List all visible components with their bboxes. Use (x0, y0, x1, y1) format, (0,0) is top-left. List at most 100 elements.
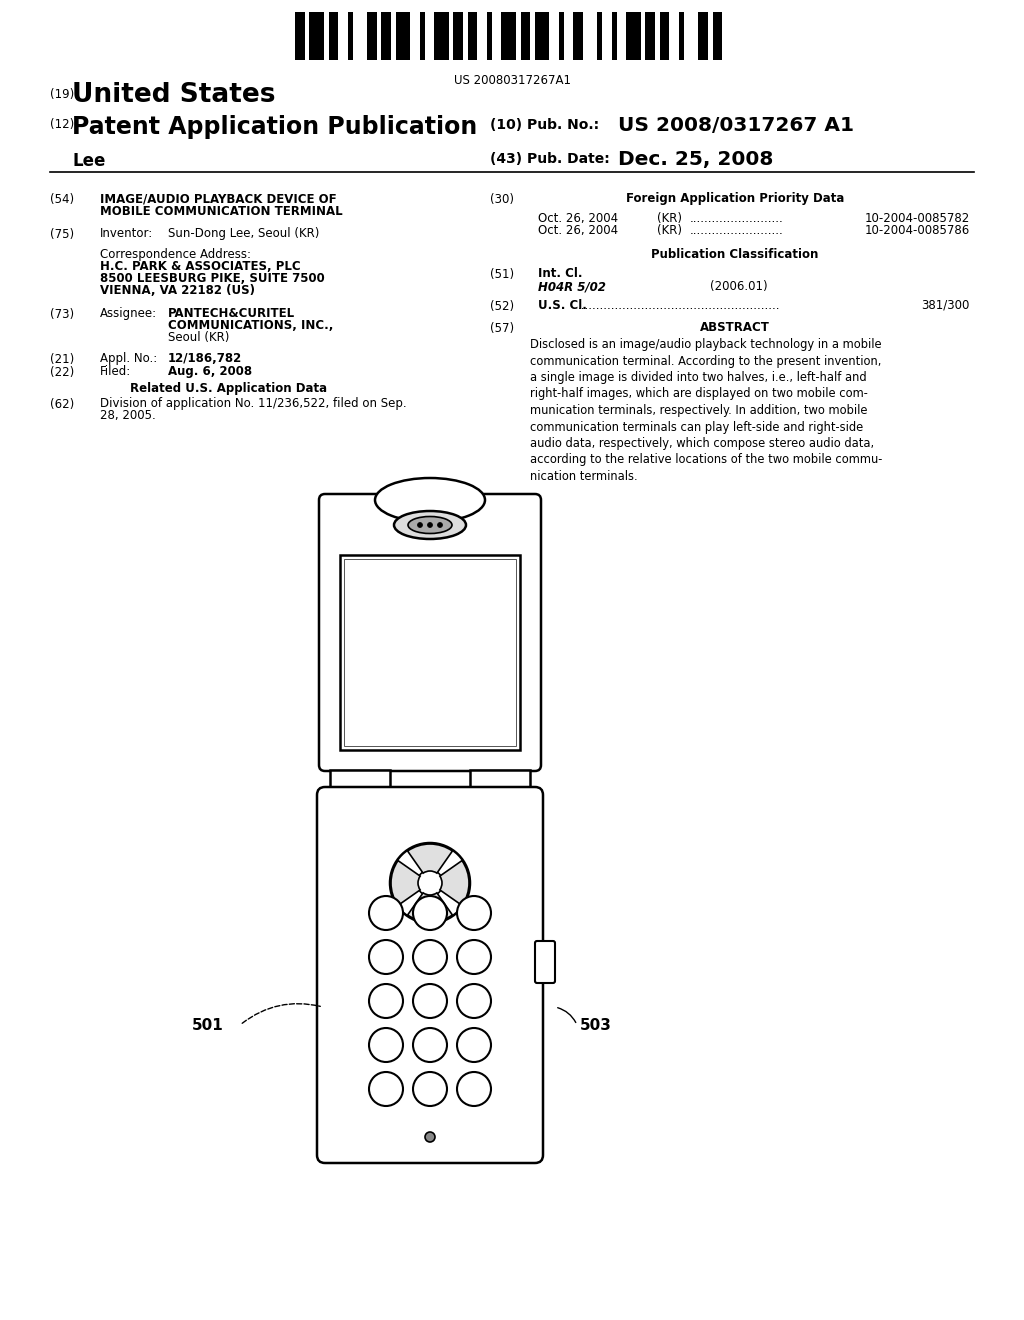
Text: (75): (75) (50, 228, 74, 242)
Text: (21): (21) (50, 352, 75, 366)
Bar (597, 12, 602, 59)
Text: 381/300: 381/300 (922, 300, 970, 312)
Circle shape (457, 983, 490, 1018)
Bar (330, 770, 390, 789)
Ellipse shape (394, 511, 466, 539)
Text: Related U.S. Application Data: Related U.S. Application Data (130, 381, 327, 395)
Circle shape (418, 523, 423, 528)
Wedge shape (391, 861, 420, 906)
Text: (57): (57) (490, 322, 514, 335)
Text: (43) Pub. Date:: (43) Pub. Date: (490, 152, 609, 166)
Text: COMMUNICATIONS, INC.,: COMMUNICATIONS, INC., (168, 319, 334, 333)
Circle shape (413, 940, 447, 974)
Text: (22): (22) (50, 366, 75, 379)
Circle shape (369, 983, 403, 1018)
Bar (470, 770, 530, 789)
Text: IMAGE/AUDIO PLAYBACK DEVICE OF: IMAGE/AUDIO PLAYBACK DEVICE OF (100, 191, 337, 205)
Circle shape (369, 940, 403, 974)
Circle shape (369, 896, 403, 931)
Bar (520, 12, 530, 59)
Text: Patent Application Publication: Patent Application Publication (72, 115, 477, 139)
Bar (659, 12, 670, 59)
Text: Division of application No. 11/236,522, filed on Sep.: Division of application No. 11/236,522, … (100, 397, 407, 411)
Bar (396, 12, 411, 59)
Circle shape (413, 1028, 447, 1063)
Text: 503: 503 (580, 1018, 612, 1032)
Bar (559, 12, 564, 59)
Text: H04R 5/02: H04R 5/02 (538, 280, 606, 293)
Text: (52): (52) (490, 300, 514, 313)
Text: 8500 LEESBURG PIKE, SUITE 7500: 8500 LEESBURG PIKE, SUITE 7500 (100, 272, 325, 285)
Bar (309, 12, 324, 59)
Text: MOBILE COMMUNICATION TERMINAL: MOBILE COMMUNICATION TERMINAL (100, 205, 343, 218)
Text: VIENNA, VA 22182 (US): VIENNA, VA 22182 (US) (100, 284, 255, 297)
Wedge shape (440, 861, 469, 906)
FancyBboxPatch shape (535, 941, 555, 983)
Bar (295, 12, 304, 59)
Text: 12/186,782: 12/186,782 (168, 352, 243, 366)
Circle shape (437, 523, 442, 528)
Text: Publication Classification: Publication Classification (651, 248, 818, 261)
Text: ......................................................: ........................................… (578, 300, 780, 312)
Text: .........................: ......................... (690, 213, 783, 224)
Text: 28, 2005.: 28, 2005. (100, 409, 156, 422)
Text: (KR): (KR) (657, 224, 682, 238)
Text: 501: 501 (193, 1018, 224, 1032)
Bar (627, 12, 641, 59)
Text: (KR): (KR) (657, 213, 682, 224)
Text: Dec. 25, 2008: Dec. 25, 2008 (618, 150, 773, 169)
Bar (329, 12, 338, 59)
Circle shape (425, 1133, 435, 1142)
Circle shape (413, 983, 447, 1018)
Ellipse shape (375, 478, 485, 521)
Text: (73): (73) (50, 308, 74, 321)
Bar (420, 12, 425, 59)
Text: Oct. 26, 2004: Oct. 26, 2004 (538, 224, 618, 238)
FancyBboxPatch shape (317, 787, 543, 1163)
Bar (348, 12, 352, 59)
Text: Disclosed is an image/audio playback technology in a mobile
communication termin: Disclosed is an image/audio playback tec… (530, 338, 883, 483)
Bar (434, 12, 449, 59)
Bar (367, 12, 377, 59)
Text: .........................: ......................... (690, 224, 783, 238)
Text: Aug. 6, 2008: Aug. 6, 2008 (168, 366, 252, 378)
Text: Inventor:: Inventor: (100, 227, 154, 240)
Ellipse shape (408, 516, 452, 533)
Text: Filed:: Filed: (100, 366, 131, 378)
Text: (30): (30) (490, 193, 514, 206)
Circle shape (369, 1028, 403, 1063)
Text: US 20080317267A1: US 20080317267A1 (454, 74, 570, 87)
Text: ABSTRACT: ABSTRACT (700, 321, 770, 334)
Text: (10) Pub. No.:: (10) Pub. No.: (490, 117, 599, 132)
Circle shape (457, 1028, 490, 1063)
Wedge shape (408, 843, 453, 873)
Wedge shape (408, 892, 453, 921)
Text: (19): (19) (50, 88, 75, 102)
Text: (2006.01): (2006.01) (710, 280, 768, 293)
Circle shape (369, 1072, 403, 1106)
Text: Seoul (KR): Seoul (KR) (168, 331, 229, 345)
Circle shape (417, 870, 443, 896)
Circle shape (427, 523, 432, 528)
Text: (62): (62) (50, 399, 75, 411)
Circle shape (390, 843, 470, 923)
Text: (12): (12) (50, 117, 75, 131)
Bar (340, 554, 520, 750)
Text: U.S. Cl.: U.S. Cl. (538, 300, 587, 312)
Text: (51): (51) (490, 268, 514, 281)
Circle shape (413, 1072, 447, 1106)
Bar (454, 12, 463, 59)
Text: Correspondence Address:: Correspondence Address: (100, 248, 251, 261)
Text: (54): (54) (50, 193, 74, 206)
Bar (344, 558, 516, 746)
Text: Assignee:: Assignee: (100, 308, 157, 319)
Text: Lee: Lee (72, 152, 105, 170)
Bar (698, 12, 708, 59)
Bar (381, 12, 391, 59)
Text: Foreign Application Priority Data: Foreign Application Priority Data (626, 191, 844, 205)
Circle shape (457, 940, 490, 974)
Bar (502, 12, 516, 59)
Text: H.C. PARK & ASSOCIATES, PLC: H.C. PARK & ASSOCIATES, PLC (100, 260, 301, 273)
Bar (468, 12, 477, 59)
Circle shape (457, 1072, 490, 1106)
